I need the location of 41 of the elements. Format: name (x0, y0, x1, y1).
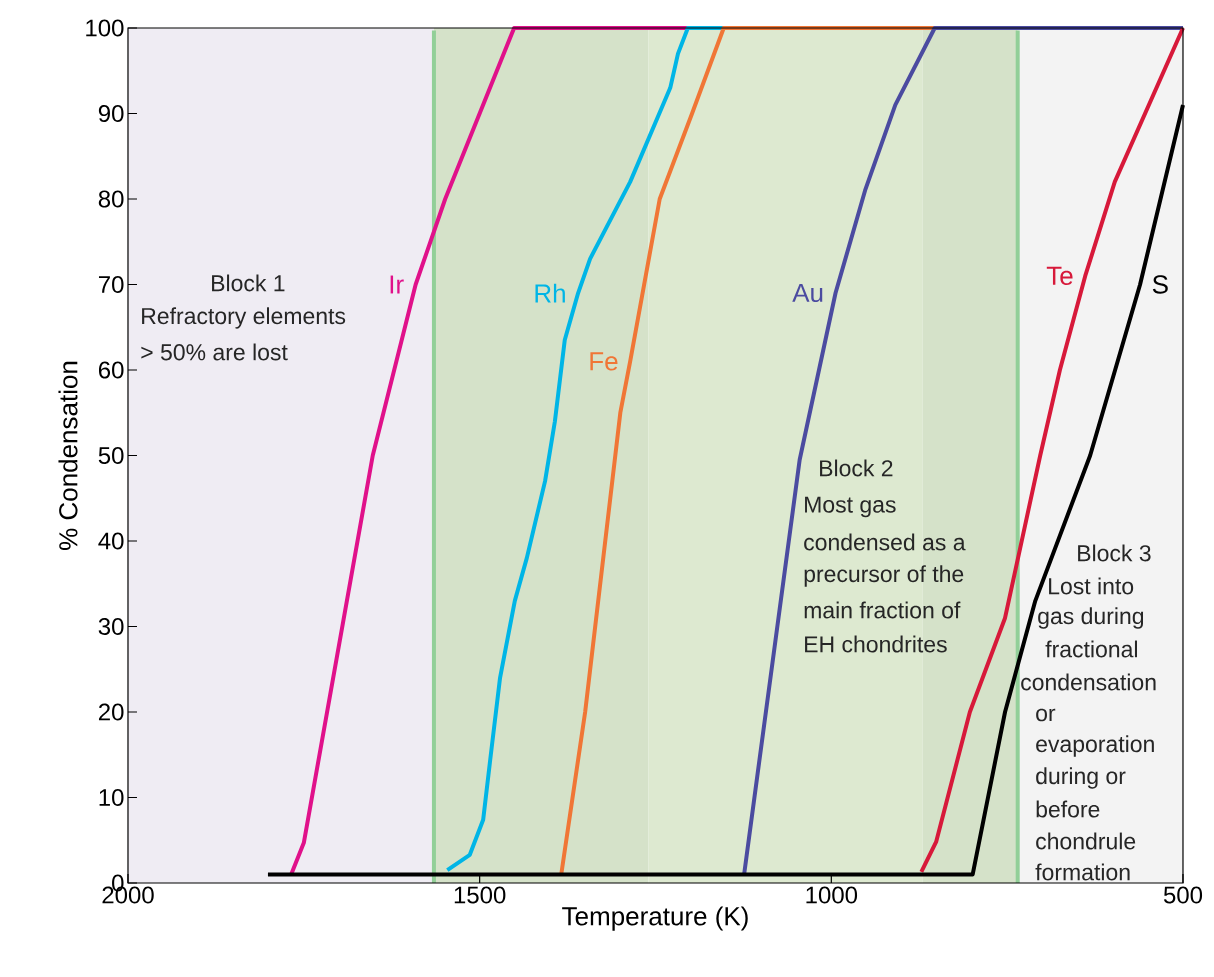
annotation: formation (1035, 863, 1130, 881)
y-tick-label: 30 (98, 618, 124, 635)
series-label: Te (1046, 266, 1073, 286)
y-tick-label: 20 (98, 703, 124, 721)
series-label: S (1152, 275, 1168, 294)
annotation: or (1036, 708, 1056, 722)
annotation: main fraction of (804, 601, 961, 619)
y-tick-label: 70 (98, 276, 124, 293)
y-tick-label: 100 (86, 19, 124, 37)
x-axis-title: Temperature (K) (562, 906, 748, 931)
annotation: Block 2 (820, 459, 893, 477)
annotation: precursor of the (804, 565, 964, 587)
annotation: during or (1036, 767, 1126, 789)
annotation: gas during (1038, 607, 1144, 629)
y-tick-label: 80 (98, 190, 124, 208)
series-label: Au (792, 283, 823, 303)
annotation: Block 3 (1078, 544, 1151, 562)
y-axis-title: % Condensation (58, 361, 78, 550)
annotation: condensation (1021, 673, 1156, 691)
annotation: > 50% are lost (141, 343, 288, 361)
annotation: before (1036, 800, 1100, 818)
annotation: evaporation (1036, 735, 1154, 757)
x-tick-label: 500 (1163, 886, 1203, 904)
series-label: Ir (390, 275, 404, 294)
y-tick-label: 10 (99, 789, 124, 806)
annotation: chondrule (1036, 832, 1136, 850)
annotation: Refractory elements (142, 307, 346, 329)
annotation: fractional (1045, 640, 1137, 658)
annotation: Most gas (805, 496, 896, 518)
annotation: condensed as a (804, 533, 966, 551)
x-tick-label: 1000 (806, 886, 858, 904)
x-tick-label: 1500 (454, 886, 506, 904)
series-label: Rh (535, 283, 565, 303)
y-tick-label: 90 (98, 105, 124, 122)
series-label: Fe (590, 352, 618, 371)
y-tick-label: 60 (98, 361, 124, 379)
y-tick-label: 50 (98, 447, 124, 464)
y-tick-label: 40 (98, 532, 124, 550)
annotation: Lost into (1049, 577, 1134, 595)
annotation: Block 1 (212, 274, 285, 292)
annotation: EH chondrites (805, 635, 947, 653)
